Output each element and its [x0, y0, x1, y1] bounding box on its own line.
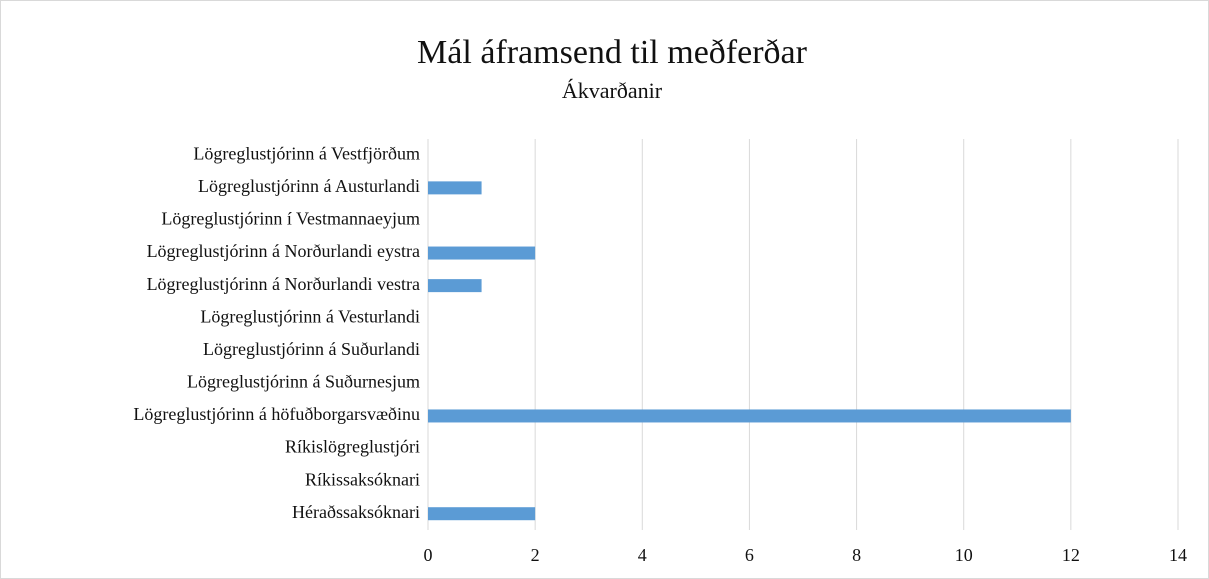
x-tick-label: 8 — [852, 545, 861, 565]
y-tick-label: Lögreglustjórinn á Vesturlandi — [200, 306, 420, 326]
y-tick-label: Lögreglustjórinn á Norðurlandi vestra — [147, 274, 420, 294]
x-tick-label: 6 — [745, 545, 754, 565]
y-tick-label: Lögreglustjórinn á höfuðborgarsvæðinu — [133, 404, 420, 424]
bar — [428, 181, 482, 195]
x-tick-label: 14 — [1169, 545, 1187, 565]
y-tick-label: Lögreglustjórinn á Austurlandi — [198, 176, 420, 196]
y-tick-label: Lögreglustjórinn á Suðurlandi — [203, 339, 420, 359]
chart-title: Mál áframsend til meðferðar — [417, 34, 808, 71]
bar — [428, 409, 1071, 423]
y-tick-label: Lögreglustjórinn á Vestfjörðum — [193, 143, 420, 163]
y-tick-label: Ríkislögreglustjóri — [285, 437, 420, 457]
bar — [428, 507, 536, 521]
x-tick-label: 12 — [1062, 545, 1080, 565]
x-tick-label: 4 — [638, 545, 647, 565]
bar — [428, 246, 536, 260]
y-tick-label: Lögreglustjórinn á Norðurlandi eystra — [147, 241, 420, 261]
x-tick-label: 10 — [955, 545, 973, 565]
x-tick-label: 0 — [424, 545, 433, 565]
y-tick-label: Ríkissaksóknari — [305, 469, 420, 489]
chart-subtitle: Ákvarðanir — [562, 78, 663, 103]
y-tick-label: Héraðssaksóknari — [292, 502, 420, 522]
x-tick-label: 2 — [531, 545, 540, 565]
y-tick-label: Lögreglustjórinn á Suðurnesjum — [187, 372, 420, 392]
y-tick-label: Lögreglustjórinn í Vestmannaeyjum — [161, 209, 420, 229]
bar — [428, 279, 482, 293]
